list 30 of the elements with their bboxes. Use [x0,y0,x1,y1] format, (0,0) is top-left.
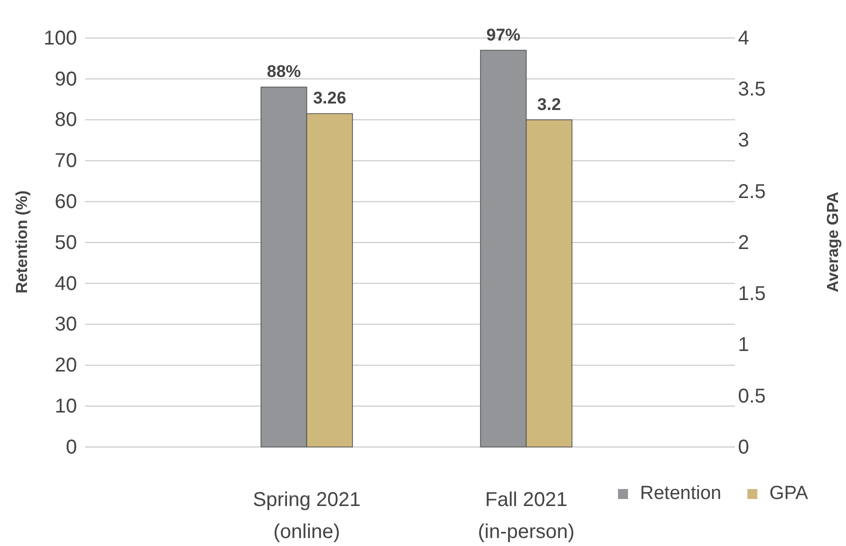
y-tick-label: 30 [54,314,77,336]
data-label: 3.26 [313,88,346,108]
data-label: 3.2 [537,94,561,114]
y-tick-label: 90 [54,68,77,90]
y-tick-label: 10 [54,396,77,418]
y-tick-label: 70 [54,150,77,172]
y2-tick-label: 1 [738,334,750,356]
y-tick-label: 80 [54,109,77,132]
y2-tick-label: 1.5 [738,283,766,306]
y2-tick-label: 2 [738,232,750,254]
y2-tick-label: 3 [738,130,750,152]
y-tick-label: 40 [54,272,77,295]
x-tick-label: Fall 2021 (in-person) [478,489,575,543]
y-tick-label: 0 [66,436,77,458]
y2-axis-title: Average GPA [825,191,842,292]
y2-tick-label: 2.5 [738,180,766,203]
y2-tick-label: 0.5 [738,385,766,408]
y2-tick-label: 3.5 [738,78,766,101]
y-tick-label: 50 [54,232,77,254]
y-tick-label: 60 [54,191,77,213]
data-label: 88% [266,62,301,82]
y2-tick-label: 0 [738,436,750,458]
y-tick-label: 100 [44,27,77,50]
y-axis-title: Retention (%) [14,190,31,294]
y-tick-label: 20 [54,354,77,377]
legend-label: Retention [640,483,722,504]
x-tick-label: Spring 2021 (online) [252,489,361,543]
y2-tick-label: 4 [738,27,750,50]
legend-label: GPA [769,483,808,504]
data-label: 97% [486,25,520,44]
